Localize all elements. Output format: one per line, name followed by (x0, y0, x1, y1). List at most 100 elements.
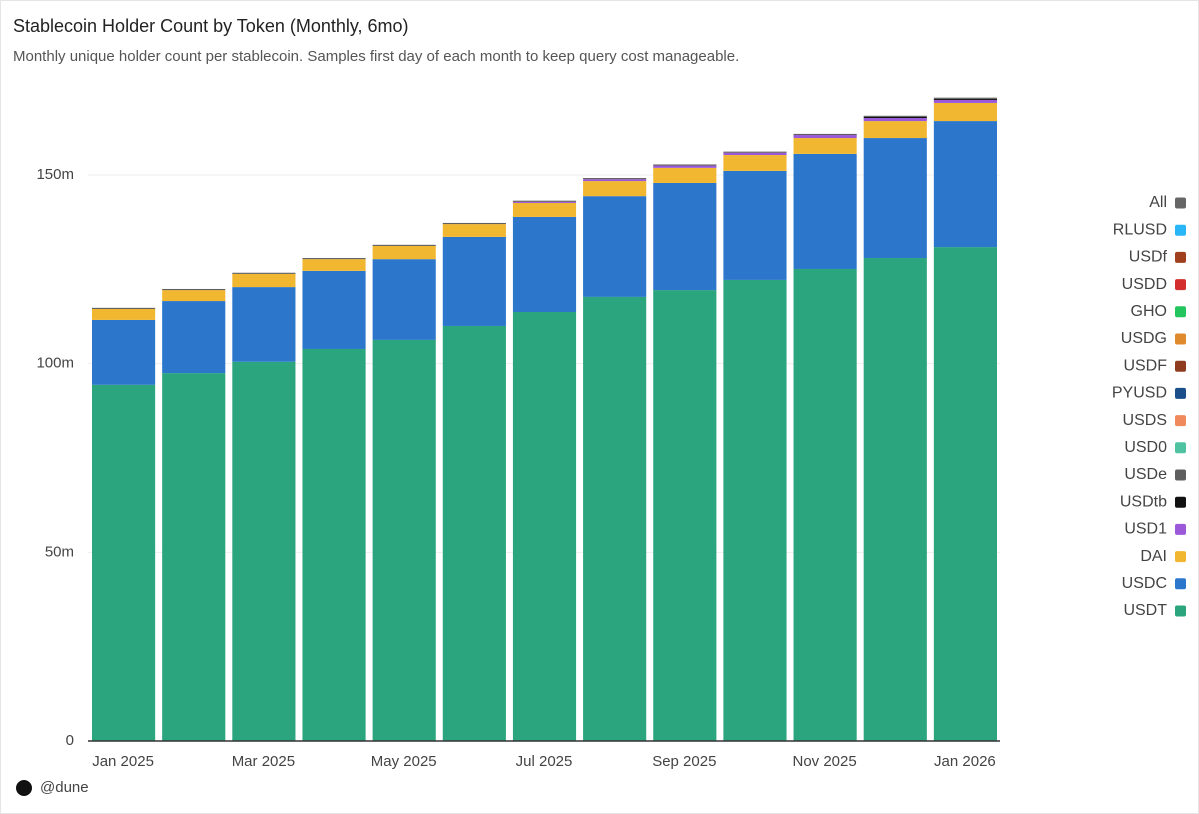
legend-swatch (1175, 496, 1186, 508)
x-tick-label: Jul 2025 (516, 753, 573, 770)
bar-segment (302, 258, 366, 260)
bar-segment (302, 270, 366, 349)
bar-segment (583, 178, 647, 180)
bar-segment (302, 348, 366, 741)
bar-segment (793, 135, 857, 139)
y-tick-label: 150m (36, 166, 74, 183)
bar-segment (863, 258, 927, 741)
chart-title: Stablecoin Holder Count by Token (Monthl… (13, 16, 409, 36)
legend-swatch (1175, 251, 1186, 263)
legend-label: DAI (1140, 548, 1167, 565)
bar-segment (933, 102, 997, 122)
legend-label: USDf (1129, 249, 1168, 266)
chart-subtitle: Monthly unique holder count per stableco… (13, 48, 739, 65)
legend-swatch (1175, 523, 1186, 535)
bar-segment (512, 311, 577, 741)
legend-swatch (1175, 551, 1186, 563)
legend-label: USDD (1122, 276, 1167, 293)
bar-segment (442, 236, 506, 326)
bar-segment (723, 279, 787, 741)
bar-segment (793, 133, 857, 136)
bar-segment (92, 384, 156, 741)
bar-segment (512, 202, 577, 217)
bar-segment (512, 200, 577, 202)
bar-segment (933, 97, 997, 99)
bar-segment (162, 290, 226, 302)
bar-segment (863, 138, 927, 259)
legend-swatch (1175, 306, 1186, 318)
bar-segment (793, 153, 857, 269)
x-tick-label: Nov 2025 (793, 753, 857, 770)
legend-swatch (1175, 415, 1186, 427)
bar-segment (653, 164, 717, 166)
bar-segment (653, 182, 717, 291)
legend-swatch (1175, 360, 1186, 372)
legend-label: USD0 (1124, 439, 1167, 456)
legend-swatch (1175, 578, 1186, 590)
bar-segment (933, 99, 997, 103)
x-tick-label: Jan 2026 (934, 753, 996, 770)
bar-segment (933, 121, 997, 248)
bar-segment (723, 152, 787, 156)
legend-swatch (1175, 279, 1186, 291)
bar-segment (653, 290, 717, 741)
legend-label: PYUSD (1112, 385, 1167, 402)
bar-segment (583, 181, 647, 197)
bar-segment (512, 216, 577, 312)
legend-label: USD1 (1124, 521, 1167, 538)
bar-segment (232, 361, 296, 741)
legend-label: USDG (1121, 330, 1167, 347)
bar-segment (442, 222, 506, 225)
legend-label: USDT (1123, 602, 1167, 619)
legend-swatch (1175, 442, 1186, 454)
legend-label: RLUSD (1113, 221, 1167, 238)
y-tick-label: 50m (45, 543, 74, 560)
legend-swatch (1175, 469, 1186, 481)
bar-segment (583, 179, 647, 182)
x-tick-label: Mar 2025 (232, 753, 295, 770)
bar-segment (232, 273, 296, 288)
bar-segment (863, 115, 927, 117)
bar-segment (653, 167, 717, 183)
bar-segment (933, 247, 997, 742)
legend-label: USDS (1123, 412, 1167, 429)
y-tick-label: 100m (36, 355, 74, 372)
legend-label: USDe (1124, 466, 1167, 483)
bar-segment (442, 325, 506, 741)
bar-segment (723, 151, 787, 153)
brand-logo (16, 780, 32, 796)
legend-label: GHO (1131, 303, 1167, 320)
bar-segment (162, 373, 226, 741)
y-tick-label: 0 (66, 732, 74, 749)
bar-segment (302, 259, 366, 271)
legend-label: USDC (1122, 575, 1167, 592)
bar-segment (232, 287, 296, 362)
bar-segment (372, 244, 436, 246)
bar-segment (162, 288, 226, 291)
bar-segment (583, 196, 647, 297)
brand: @dune (40, 779, 89, 796)
legend-swatch (1175, 333, 1186, 345)
bar-segment (863, 116, 927, 119)
bar-segment (583, 296, 647, 741)
bar-segment (372, 245, 436, 260)
x-tick-label: May 2025 (371, 753, 437, 770)
bar-segment (653, 165, 717, 168)
legend-swatch (1175, 197, 1186, 209)
x-tick-label: Sep 2025 (652, 753, 716, 770)
bar-segment (372, 339, 436, 741)
bar-segment (723, 155, 787, 171)
bar-segment (863, 121, 927, 139)
legend-swatch (1175, 387, 1186, 399)
legend-swatch (1175, 605, 1186, 617)
bar-segment (512, 201, 577, 203)
legend-label: USDtb (1120, 493, 1167, 510)
bar-segment (92, 307, 156, 309)
legend-swatch (1175, 224, 1186, 236)
bar-segment (232, 272, 296, 274)
x-tick-label: Jan 2025 (92, 753, 154, 770)
bar-segment (793, 268, 857, 741)
bar-segment (863, 118, 927, 122)
bar-segment (92, 319, 156, 385)
